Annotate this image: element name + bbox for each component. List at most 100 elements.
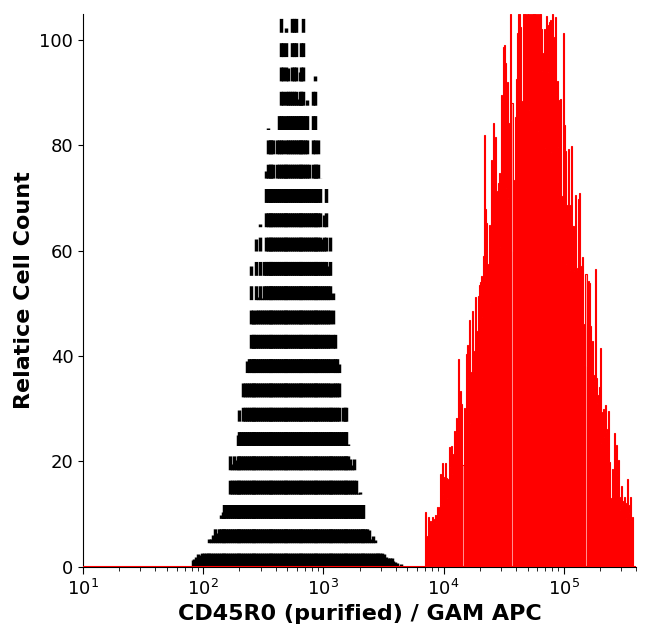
Bar <box>540 14 541 567</box>
Bar <box>530 14 531 567</box>
Bar <box>536 14 538 567</box>
Bar <box>443 494 444 567</box>
Bar <box>445 463 446 567</box>
Bar <box>555 17 556 567</box>
Bar <box>529 110 530 567</box>
Bar <box>448 478 449 567</box>
Bar <box>493 123 494 567</box>
Y-axis label: Relatice Cell Count: Relatice Cell Count <box>14 172 34 409</box>
Bar <box>482 317 484 567</box>
Bar <box>470 422 471 567</box>
Bar <box>545 148 546 567</box>
Bar <box>632 517 633 567</box>
Bar <box>526 58 527 567</box>
Bar <box>488 264 489 567</box>
Bar <box>577 271 578 567</box>
Bar <box>606 432 607 567</box>
Bar <box>630 497 631 567</box>
Bar <box>576 268 577 567</box>
Bar <box>475 297 476 567</box>
Bar <box>497 220 498 567</box>
Bar <box>616 445 617 567</box>
Bar <box>510 14 512 567</box>
Bar <box>556 95 557 567</box>
Bar <box>608 411 610 567</box>
Bar <box>570 271 571 567</box>
Bar <box>589 283 590 567</box>
Bar <box>550 20 551 567</box>
Bar <box>625 503 626 567</box>
Bar <box>484 135 486 567</box>
Bar <box>552 14 553 567</box>
Bar <box>544 29 545 567</box>
Bar <box>494 221 495 567</box>
Bar <box>450 467 451 567</box>
Bar <box>514 180 515 567</box>
Bar <box>588 281 589 567</box>
Bar <box>574 271 575 567</box>
Bar <box>486 223 488 567</box>
Bar <box>479 285 480 567</box>
Bar <box>579 193 580 567</box>
Bar <box>436 523 437 567</box>
Bar <box>596 378 597 567</box>
Bar <box>600 348 601 567</box>
Bar <box>489 302 491 567</box>
Bar <box>439 473 441 567</box>
Bar <box>441 463 443 567</box>
Bar <box>601 443 602 567</box>
Bar <box>624 498 625 567</box>
Bar <box>541 71 543 567</box>
X-axis label: CD45R0 (purified) / GAM APC: CD45R0 (purified) / GAM APC <box>177 604 541 624</box>
Bar <box>528 14 529 567</box>
Bar <box>620 510 621 567</box>
Bar <box>429 532 430 567</box>
Bar <box>580 265 581 567</box>
Bar <box>605 404 606 567</box>
Bar <box>513 251 514 567</box>
Bar <box>525 14 526 567</box>
Bar <box>437 507 439 567</box>
Bar <box>506 188 507 567</box>
Bar <box>573 226 574 567</box>
Bar <box>498 182 499 567</box>
Bar <box>534 14 536 567</box>
Bar <box>622 505 623 567</box>
Bar <box>432 517 434 567</box>
Bar <box>481 276 482 567</box>
Bar <box>565 151 566 567</box>
Bar <box>495 137 496 567</box>
Bar <box>578 199 579 567</box>
Bar <box>560 99 562 567</box>
Bar <box>548 72 549 567</box>
Bar <box>524 14 525 567</box>
Bar <box>478 295 479 567</box>
Bar <box>582 256 584 567</box>
Bar <box>449 447 450 567</box>
Bar <box>607 429 608 567</box>
Bar <box>507 82 508 567</box>
Bar <box>531 120 532 567</box>
Bar <box>554 39 555 567</box>
Bar <box>434 519 436 567</box>
Bar <box>427 537 428 567</box>
Bar <box>501 95 502 567</box>
Bar <box>460 390 462 567</box>
Bar <box>629 514 630 567</box>
Bar <box>602 412 603 567</box>
Bar <box>467 345 468 567</box>
Bar <box>458 359 460 567</box>
Bar <box>539 14 540 567</box>
Bar <box>520 27 521 567</box>
Bar <box>499 174 500 567</box>
Bar <box>595 269 596 567</box>
Bar <box>474 352 475 567</box>
Bar <box>508 198 510 567</box>
Bar <box>564 125 565 567</box>
Bar <box>594 382 595 567</box>
Bar <box>504 45 505 567</box>
Bar <box>532 14 534 567</box>
Bar <box>477 331 478 567</box>
Bar <box>543 52 544 567</box>
Bar <box>473 371 474 567</box>
